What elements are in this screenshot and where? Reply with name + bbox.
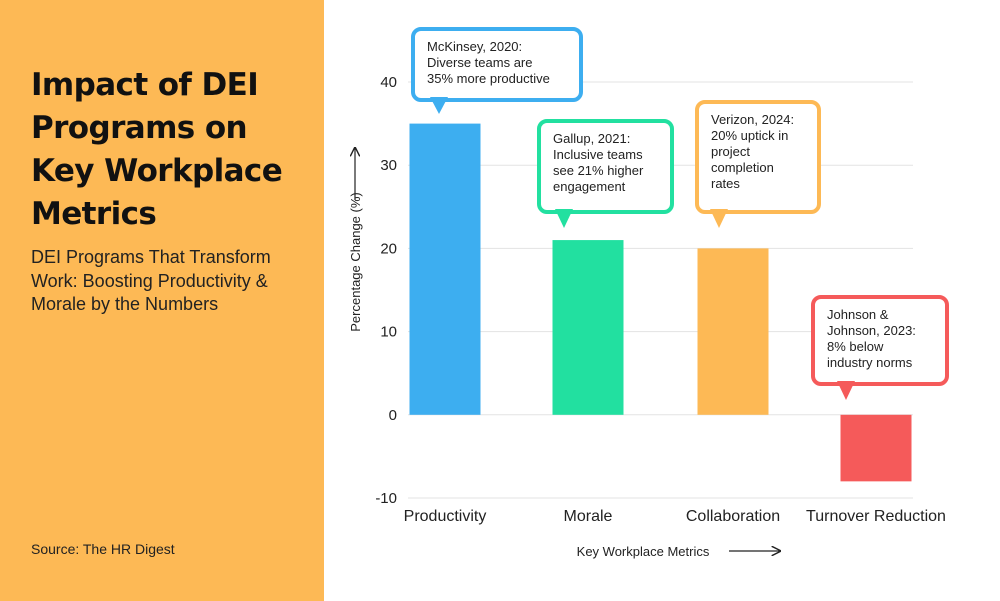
callout-text-line: industry norms [827, 355, 913, 370]
callout-text-line: completion [711, 160, 774, 175]
callout-text-line: Gallup, 2021: [553, 131, 630, 146]
callout-text-line: 20% uptick in [711, 128, 788, 143]
bar-morale [552, 240, 624, 415]
y-axis-label: Percentage Change (%) [348, 192, 363, 331]
callout-text-line: 35% more productive [427, 71, 550, 86]
page-subtitle: DEI Programs That Transform Work: Boosti… [31, 247, 271, 314]
x-tick-label: Productivity [404, 508, 487, 525]
callout-text-line: Verizon, 2024: [711, 112, 794, 127]
y-tick-labels: -10 0 10 20 30 40 [375, 74, 397, 507]
callout-text-line: project [711, 144, 750, 159]
bar-turnover [840, 414, 912, 482]
x-tick-label: Morale [564, 508, 613, 525]
y-tick-label: 40 [380, 74, 397, 91]
title-panel: Impact of DEI Programs on Key Workplace … [0, 0, 324, 601]
callout-pointer [555, 209, 573, 228]
x-tick-label: Collaboration [686, 508, 780, 525]
page-title: Impact of DEI Programs on Key Workplace … [31, 67, 283, 232]
callout-text-line: engagement [553, 179, 626, 194]
callout-pointer [837, 381, 855, 400]
y-tick-label: 30 [380, 157, 397, 174]
x-axis-label: Key Workplace Metrics [577, 544, 710, 559]
x-tick-labels: Productivity Morale Collaboration Turnover … [404, 508, 946, 525]
callout-text-line: rates [711, 176, 740, 191]
callout-text-line: Johnson & [827, 307, 889, 322]
callout-pointer [430, 97, 448, 114]
y-tick-label: 20 [380, 240, 397, 257]
callout-pointer [710, 209, 728, 228]
callout-text-line: Diverse teams are [427, 55, 532, 70]
y-tick-label: -10 [375, 490, 397, 507]
callout-text-line: 8% below [827, 339, 884, 354]
callout-box [811, 295, 949, 386]
callout-text-line: see 21% higher [553, 163, 644, 178]
y-tick-label: 10 [380, 324, 397, 341]
callout-collaboration: Verizon, 2024:20% uptick inprojectcomple… [695, 100, 821, 228]
bar-collaboration [697, 248, 769, 415]
callout-box [695, 100, 821, 214]
x-tick-label: Turnover Reduction [806, 508, 946, 525]
callout-box [537, 119, 674, 214]
callout-text-line: McKinsey, 2020: [427, 39, 522, 54]
y-tick-label: 0 [389, 407, 397, 424]
bar-chart: -10 0 10 20 30 40 Productivity Morale Collabora… [348, 27, 949, 559]
callout-box [411, 27, 583, 102]
source-note: Source: The HR Digest [31, 541, 175, 557]
callout-text-line: Inclusive teams [553, 147, 643, 162]
callout-turnover: Johnson &Johnson, 2023:8% belowindustry … [811, 295, 949, 400]
bar-productivity [409, 123, 481, 415]
callout-text-line: Johnson, 2023: [827, 323, 916, 338]
bars [409, 123, 912, 482]
